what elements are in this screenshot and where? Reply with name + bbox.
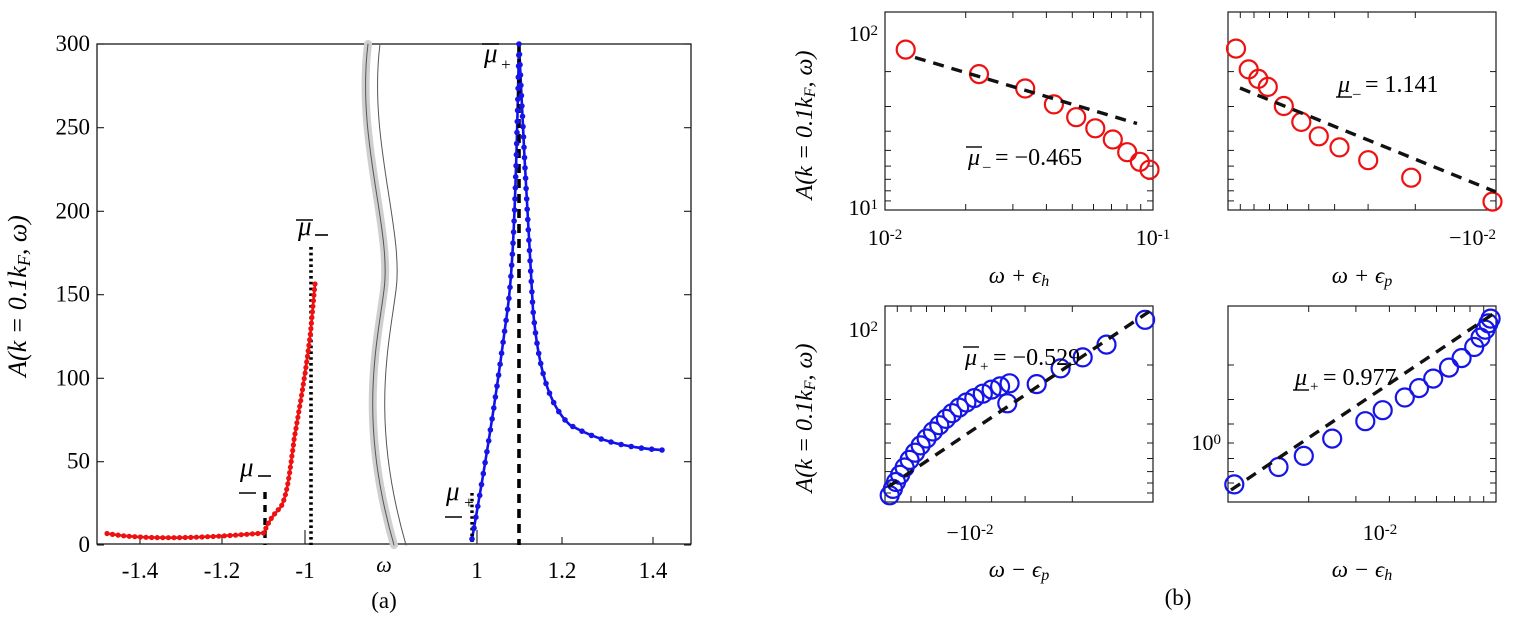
svg-text:-1: -1 xyxy=(295,558,314,583)
svg-text:–: – xyxy=(982,159,991,175)
svg-text:100: 100 xyxy=(56,365,91,390)
svg-text:1: 1 xyxy=(471,558,483,583)
svg-text:-1.2: -1.2 xyxy=(204,558,240,583)
svg-text:-1.4: -1.4 xyxy=(122,558,159,583)
svg-text:= 0.977: = 0.977 xyxy=(1323,365,1397,391)
svg-text:= 1.141: = 1.141 xyxy=(1365,72,1439,98)
svg-text:(b): (b) xyxy=(1165,585,1192,610)
svg-text:300: 300 xyxy=(56,31,91,56)
svg-text:250: 250 xyxy=(56,115,91,140)
svg-text:A(k = 0.1kF, ω): A(k = 0.1kF, ω) xyxy=(3,215,34,379)
svg-text:+: + xyxy=(1310,379,1318,395)
svg-text:μ: μ xyxy=(297,211,312,241)
svg-text:ω − ϵh: ω − ϵh xyxy=(1332,557,1393,584)
svg-text:+: + xyxy=(463,493,474,512)
svg-text:μ: μ xyxy=(1337,72,1350,98)
svg-text:ω + ϵh: ω + ϵh xyxy=(989,263,1050,290)
svg-text:μ: μ xyxy=(445,476,460,506)
svg-text:A(k = 0.1kF, ω): A(k = 0.1kF, ω) xyxy=(792,51,819,202)
svg-text:μ: μ xyxy=(964,345,977,371)
svg-text:μ: μ xyxy=(1294,365,1307,391)
svg-text:ω − ϵp: ω − ϵp xyxy=(989,557,1050,584)
svg-text:–: – xyxy=(1352,86,1361,102)
svg-text:μ: μ xyxy=(483,38,498,68)
svg-text:(a): (a) xyxy=(371,588,397,613)
svg-text:1.4: 1.4 xyxy=(639,558,668,583)
svg-text:μ: μ xyxy=(967,145,980,171)
svg-text:μ: μ xyxy=(239,452,254,482)
svg-text:+: + xyxy=(980,359,988,375)
svg-text:= −0.465: = −0.465 xyxy=(995,145,1082,171)
svg-text:= −0.529: = −0.529 xyxy=(993,345,1080,371)
svg-text:0: 0 xyxy=(79,532,91,557)
svg-text:50: 50 xyxy=(67,449,90,474)
svg-text:ω: ω xyxy=(376,552,392,577)
svg-text:A(k = 0.1kF, ω): A(k = 0.1kF, ω) xyxy=(792,344,819,495)
svg-text:ω + ϵp: ω + ϵp xyxy=(1332,263,1393,290)
svg-text:+: + xyxy=(500,55,511,74)
svg-text:150: 150 xyxy=(56,282,91,307)
svg-text:200: 200 xyxy=(56,198,91,223)
svg-text:1.2: 1.2 xyxy=(548,558,577,583)
